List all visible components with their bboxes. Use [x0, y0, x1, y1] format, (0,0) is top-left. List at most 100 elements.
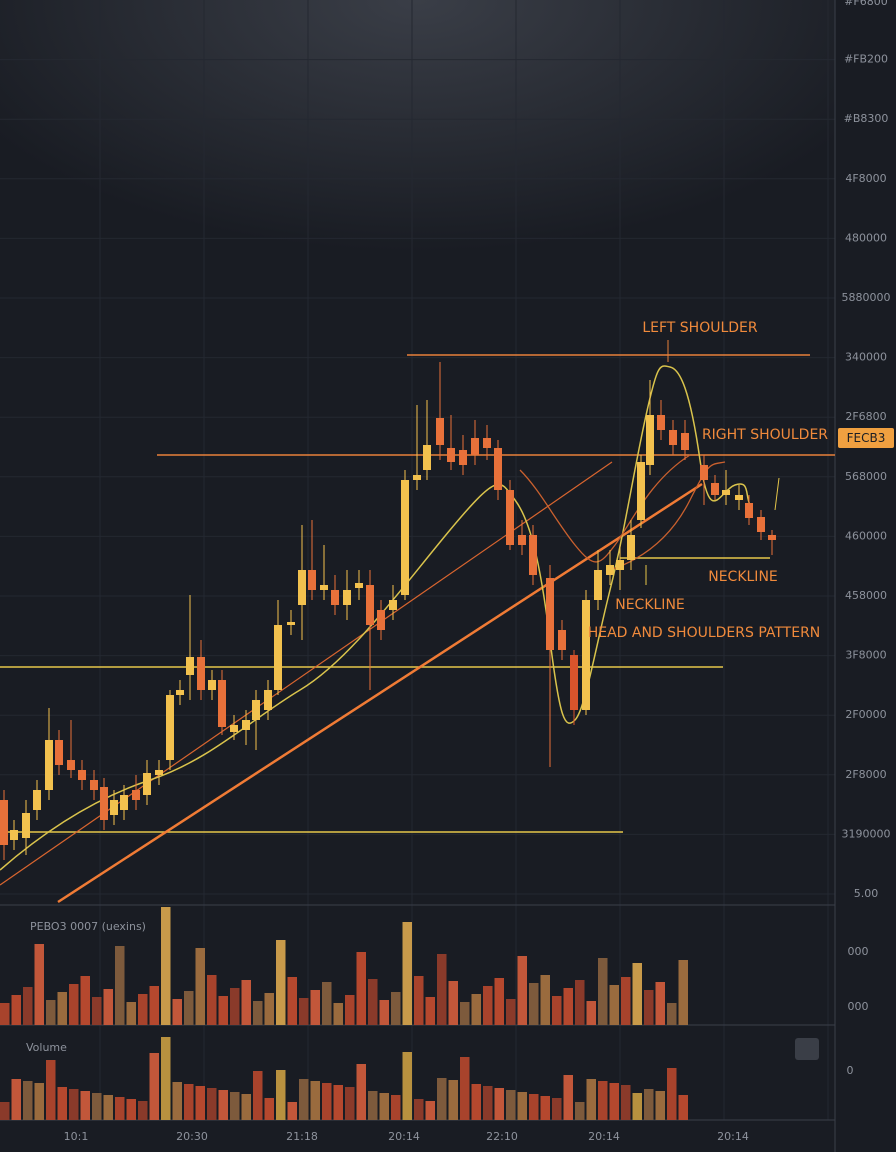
- candle-body: [616, 560, 624, 570]
- candle-body: [298, 570, 306, 605]
- candle-body: [447, 448, 455, 462]
- volume-bar: [218, 996, 228, 1025]
- volume-bar: [253, 1071, 263, 1120]
- volume-bar: [506, 999, 516, 1025]
- volume-bar: [644, 990, 654, 1025]
- candle-body: [320, 585, 328, 590]
- volume-bar: [437, 1078, 447, 1120]
- volume-bar: [126, 1002, 136, 1025]
- volume-bar: [471, 994, 481, 1025]
- candle-body: [120, 795, 128, 810]
- volume-axis-label: 000: [848, 945, 869, 958]
- volume-bar: [69, 1089, 79, 1120]
- volume-bar: [356, 1064, 366, 1120]
- volume-bar: [448, 981, 458, 1025]
- volume-bar: [425, 1101, 435, 1120]
- candle-body: [0, 800, 8, 845]
- volume-bar: [92, 997, 102, 1025]
- candle-body: [483, 438, 491, 448]
- volume-bar: [184, 991, 194, 1025]
- price-label: 3190000: [842, 827, 891, 840]
- volume-bar: [552, 1098, 562, 1120]
- volume-bar: [264, 1098, 274, 1120]
- volume-bar: [391, 992, 401, 1025]
- volume-axis-label: 0: [847, 1064, 854, 1077]
- price-label: #B8300: [844, 112, 889, 125]
- volume-bar: [667, 1068, 677, 1120]
- volume-bar: [23, 1081, 33, 1120]
- candle-body: [768, 535, 776, 540]
- volume-bar: [483, 986, 493, 1025]
- volume-bar: [517, 956, 527, 1025]
- time-label: 22:10: [486, 1130, 518, 1143]
- volume-bar: [632, 963, 642, 1025]
- panel-label: PEBO3 0007 (uexins): [30, 920, 146, 933]
- candle-body: [606, 565, 614, 575]
- candle-body: [506, 490, 514, 545]
- candle-body: [33, 790, 41, 810]
- candle-body: [494, 448, 502, 490]
- candle-body: [700, 465, 708, 480]
- volume-bar: [0, 1102, 10, 1120]
- price-label: #F6800: [844, 0, 888, 8]
- volume-bar: [621, 977, 631, 1025]
- volume-bar: [609, 985, 619, 1025]
- candle-body: [100, 787, 108, 820]
- volume-bar: [46, 1060, 56, 1120]
- panel-label: Volume: [26, 1041, 67, 1054]
- volume-bar: [609, 1083, 619, 1120]
- volume-bar: [92, 1093, 102, 1120]
- volume-bar: [138, 994, 148, 1025]
- volume-bar: [310, 1081, 320, 1120]
- candle-body: [45, 740, 53, 790]
- candle-body: [627, 535, 635, 560]
- trend-line: [57, 482, 703, 904]
- volume-bar: [0, 1003, 10, 1025]
- volume-bar: [460, 1002, 470, 1025]
- candle-body: [471, 438, 479, 455]
- candle-body: [143, 773, 151, 795]
- panel-button[interactable]: [795, 1038, 819, 1060]
- candle-body: [90, 780, 98, 790]
- candle-body: [264, 690, 272, 710]
- price-label: 2F6800: [845, 410, 886, 423]
- volume-bar: [276, 940, 286, 1025]
- volume-bar: [241, 1094, 251, 1120]
- candle-body: [176, 690, 184, 695]
- volume-bar: [195, 948, 205, 1025]
- volume-bar: [115, 1097, 125, 1120]
- price-label: 458000: [845, 589, 887, 602]
- volume-bars: [0, 907, 688, 1120]
- volume-bar: [632, 1093, 642, 1120]
- volume-bar: [103, 1095, 113, 1120]
- candle-body: [646, 415, 654, 465]
- candle-body: [529, 535, 537, 575]
- volume-bar: [11, 995, 21, 1025]
- annotation: LEFT SHOULDER: [642, 320, 758, 336]
- candles: [0, 362, 776, 860]
- candle-body: [389, 600, 397, 610]
- volume-bar: [563, 1075, 573, 1120]
- candle-body: [355, 583, 363, 588]
- volume-bar: [655, 1091, 665, 1120]
- candle-body: [343, 590, 351, 605]
- candle-body: [757, 517, 765, 532]
- price-label: 340000: [845, 351, 887, 364]
- candle-body: [287, 622, 295, 625]
- volume-bar: [552, 996, 562, 1025]
- price-label: 5.00: [854, 887, 879, 900]
- volume-bar: [34, 944, 44, 1025]
- annotation: RIGHT SHOULDER: [702, 427, 828, 443]
- volume-bar: [195, 1086, 205, 1120]
- volume-bar: [678, 1095, 688, 1120]
- volume-bar: [126, 1099, 136, 1120]
- volume-bar: [540, 1096, 550, 1120]
- volume-bar: [287, 977, 297, 1025]
- volume-bar: [425, 997, 435, 1025]
- price-badge-label: FECB3: [847, 431, 886, 445]
- volume-bar: [34, 1083, 44, 1120]
- time-label: 20:14: [388, 1130, 420, 1143]
- volume-bar: [333, 1085, 343, 1120]
- volume-bar: [299, 1079, 309, 1120]
- time-label: 21:18: [286, 1130, 318, 1143]
